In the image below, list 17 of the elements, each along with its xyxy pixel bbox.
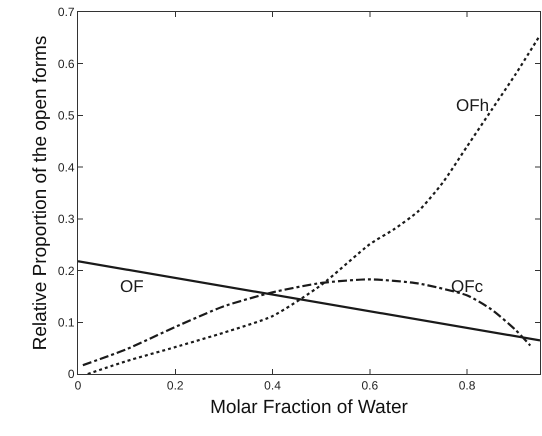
y-tick-label: 0.2 xyxy=(58,264,75,278)
y-tick-label: 0.4 xyxy=(58,160,75,174)
x-tick-label: 0.4 xyxy=(264,378,282,392)
series-label: OFh xyxy=(456,96,490,115)
x-tick-label: 0.6 xyxy=(361,378,378,392)
y-tick-label: 0 xyxy=(68,367,75,382)
x-axis-title: Molar Fraction of Water xyxy=(210,397,409,418)
series-label: OFc xyxy=(451,277,484,296)
y-tick-label: 0.3 xyxy=(58,212,75,226)
x-tick-label: 0.2 xyxy=(166,378,184,392)
series-label: OF xyxy=(120,277,144,296)
y-tick-label: 0.1 xyxy=(58,315,75,330)
y-axis-title: Relative Proportion of the open forms xyxy=(30,36,51,350)
x-tick-label: 0.8 xyxy=(458,378,476,392)
y-tick-label: 0.7 xyxy=(58,5,75,20)
y-tick-label: 0.6 xyxy=(58,56,75,71)
y-tick-label: 0.5 xyxy=(58,108,75,123)
